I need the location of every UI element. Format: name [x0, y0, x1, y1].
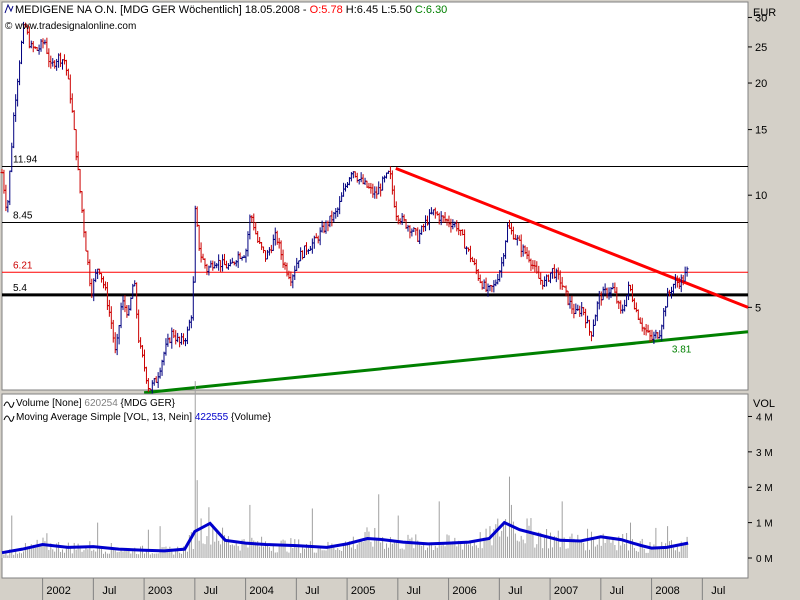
time-axis-label: 2008: [655, 585, 679, 597]
time-axis-label: 2006: [452, 585, 476, 597]
instrument-title: MEDIGENE NA O.N. [MDG GER Wöchentlich] 1…: [15, 4, 307, 16]
level-label-2: 6.21: [13, 260, 33, 271]
ma-legend-source: {Volume}: [231, 412, 272, 423]
price-axis-unit: EUR: [753, 7, 776, 19]
high-low-value: H:6.45 L:5.50: [346, 4, 412, 16]
chart-type-icon: [4, 3, 14, 14]
price-header: MEDIGENE NA O.N. [MDG GER Wöchentlich] 1…: [4, 3, 447, 32]
time-axis-label: 2002: [46, 585, 70, 597]
ma-legend-name: Moving Average Simple [VOL, 13, Nein]: [16, 412, 192, 423]
time-axis-label: 2007: [554, 585, 578, 597]
copyright-text: © www.tradesignalonline.com: [5, 21, 136, 32]
price-y-tick-label: 15: [755, 125, 767, 137]
time-axis-label: Jul: [508, 585, 522, 597]
time-axis-label: 2003: [148, 585, 172, 597]
resistance-trendline: [395, 167, 749, 309]
svg-text:Volume [None] 620254: Volume [None] 620254 {MDG GER}: [16, 398, 176, 409]
level-label-3: 5.4: [13, 283, 27, 294]
ma-indicator-icon: [3, 415, 15, 422]
volume-y-tick-label: 3 M: [756, 448, 773, 459]
price-y-tick-label: 5: [755, 302, 761, 314]
volume-ma-line: [1, 520, 689, 555]
volume-bars: [1, 381, 688, 558]
level-label-1: 8.45: [13, 210, 33, 221]
time-axis-label: Jul: [610, 585, 624, 597]
svg-text:Moving Average Simple [VOL, 13: Moving Average Simple [VOL, 13, Nein] 42…: [16, 412, 272, 423]
price-y-tick-label: 20: [755, 78, 767, 90]
price-y-tick-label: 25: [755, 42, 767, 54]
horizontal-levels: 11.94 8.45 6.21 5.4: [2, 154, 748, 297]
ma-legend-value: 422555: [195, 412, 229, 423]
time-axis-label: Jul: [102, 585, 116, 597]
volume-y-axis: 0 M 1 M 2 M 3 M 4 M: [748, 412, 773, 565]
price-y-tick-label: 10: [755, 190, 767, 202]
volume-legend-value: 620254: [84, 398, 118, 409]
volume-legend-name: Volume [None]: [16, 398, 82, 409]
volume-y-tick-label: 0 M: [756, 554, 773, 565]
volume-y-tick-label: 4 M: [756, 412, 773, 423]
volume-moving-average: [1, 520, 689, 555]
time-axis-label: Jul: [204, 585, 218, 597]
time-axis-label: 2005: [351, 585, 375, 597]
level-label-0: 11.94: [13, 154, 38, 165]
volume-indicator-icon: [3, 401, 15, 408]
time-axis-label: 2004: [249, 585, 273, 597]
open-value: O:5.78: [310, 4, 343, 16]
volume-axis-unit: VOL: [753, 398, 775, 410]
time-axis: 2002 Jul 2003 Jul 2004 Jul 2005 Jul 2006 Jul 2007 J…: [42, 578, 725, 600]
volume-legend: Volume [None] 620254 {MDG GER} Moving Av…: [3, 398, 272, 423]
volume-legend-source: {MDG GER}: [121, 398, 176, 409]
svg-text:MEDIGENE NA O.N. [MDG GER Wöc: MEDIGENE NA O.N. [MDG GER Wöchentlich] 1…: [15, 4, 447, 16]
time-axis-label: Jul: [305, 585, 319, 597]
support-trendline-label: 3.81: [672, 344, 692, 355]
price-y-axis: 5 10 15 20 25 30: [748, 12, 767, 314]
price-y-tick-label: 30: [755, 12, 767, 24]
support-trendline: [143, 330, 749, 395]
volume-y-tick-label: 2 M: [756, 483, 773, 494]
price-bars: [0, 21, 689, 394]
trendlines: 3.81: [143, 167, 749, 395]
time-axis-label: Jul: [711, 585, 725, 597]
volume-y-tick-label: 1 M: [756, 519, 773, 530]
close-value: C:6.30: [415, 4, 447, 16]
time-axis-label: Jul: [407, 585, 421, 597]
